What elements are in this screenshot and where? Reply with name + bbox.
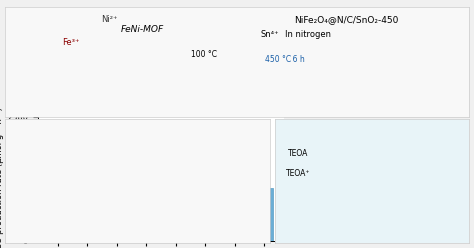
Bar	[255, 188, 273, 241]
Text: 100 °C: 100 °C	[191, 50, 217, 59]
Bar	[197, 139, 214, 241]
Bar	[49, 236, 67, 241]
Bar	[79, 203, 96, 241]
Text: In nitrogen: In nitrogen	[285, 30, 331, 39]
Text: 1.SnO₂
2.FeNi-MOF
3.FeNi-MOF/SnO₂
4.FeNi-MOF/SnO₂-250
5.NiFe₂O₄@C/N/SnO₂-350
6.N: 1.SnO₂ 2.FeNi-MOF 3.FeNi-MOF/SnO₂ 4.FeNi…	[43, 119, 126, 183]
Y-axis label: CO production rate (µmol g⁻¹ h⁻¹): CO production rate (µmol g⁻¹ h⁻¹)	[0, 108, 4, 248]
Bar	[226, 171, 244, 241]
Text: 450 °C 6 h: 450 °C 6 h	[264, 55, 304, 64]
Text: Fe³⁺: Fe³⁺	[63, 38, 80, 47]
Bar	[108, 226, 126, 241]
Text: Ni²⁺: Ni²⁺	[101, 15, 117, 24]
Text: TEOA: TEOA	[289, 149, 309, 158]
Text: NiFe₂O₄@N/C/SnO₂-450: NiFe₂O₄@N/C/SnO₂-450	[294, 15, 398, 24]
Text: Sn⁴⁺: Sn⁴⁺	[261, 30, 280, 39]
Text: FeNi-MOF: FeNi-MOF	[121, 25, 164, 34]
Bar	[167, 186, 185, 241]
Text: TEOA⁺: TEOA⁺	[286, 169, 311, 178]
Bar	[137, 233, 155, 241]
